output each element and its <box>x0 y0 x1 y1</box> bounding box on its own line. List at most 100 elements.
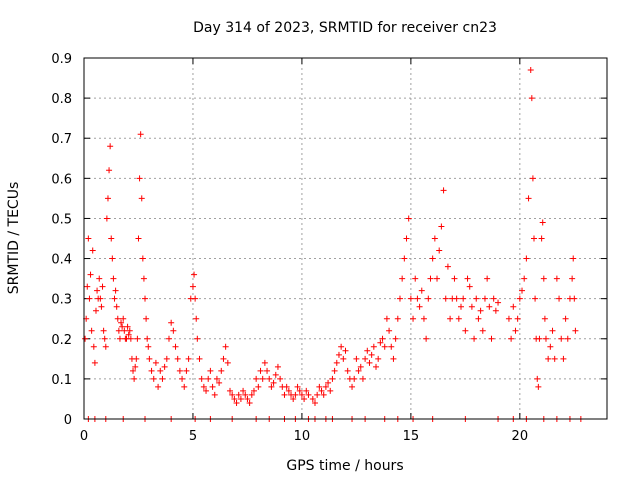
data-point <box>298 391 305 398</box>
data-point <box>523 255 530 262</box>
data-point <box>316 383 323 390</box>
data-point <box>198 375 205 382</box>
data-point <box>259 375 266 382</box>
data-point <box>331 367 338 374</box>
data-point <box>390 355 397 362</box>
data-point <box>519 287 526 294</box>
data-point <box>423 335 430 342</box>
data-point <box>490 295 497 302</box>
data-point <box>244 395 251 402</box>
data-point <box>309 395 316 402</box>
data-point <box>325 379 332 386</box>
data-point <box>344 367 351 374</box>
data-point <box>471 335 478 342</box>
data-point <box>477 307 484 314</box>
data-point <box>200 383 207 390</box>
data-point <box>130 367 137 374</box>
data-point <box>253 375 260 382</box>
data-point <box>338 343 345 350</box>
data-point <box>172 343 179 350</box>
data-point <box>165 335 172 342</box>
y-tick-label: 0.1 <box>51 373 72 388</box>
data-point <box>127 335 134 342</box>
grid <box>84 58 607 419</box>
y-tick-label: 0.6 <box>51 172 72 187</box>
data-point <box>366 359 373 366</box>
data-point <box>113 303 120 310</box>
data-point <box>457 303 464 310</box>
data-point <box>97 295 104 302</box>
data-point <box>145 343 152 350</box>
data-point <box>558 335 565 342</box>
data-point <box>318 387 325 394</box>
data-point <box>131 375 138 382</box>
data-point <box>525 195 532 202</box>
data-point <box>551 355 558 362</box>
x-tick-label: 10 <box>294 429 311 444</box>
data-point <box>119 323 126 330</box>
data-point <box>479 327 486 334</box>
data-point <box>94 287 101 294</box>
data-point <box>425 295 432 302</box>
data-point <box>392 335 399 342</box>
data-point <box>529 175 536 182</box>
data-point <box>410 315 417 322</box>
data-point <box>447 315 454 322</box>
y-tick-label: 0.7 <box>51 132 72 147</box>
data-point <box>414 295 421 302</box>
data-point <box>388 343 395 350</box>
data-point <box>134 335 141 342</box>
data-point <box>98 303 105 310</box>
data-point <box>144 335 151 342</box>
data-point <box>516 295 523 302</box>
data-point <box>205 375 212 382</box>
data-point <box>126 327 133 334</box>
data-point <box>462 327 469 334</box>
data-point <box>545 355 552 362</box>
data-point <box>207 367 214 374</box>
data-point <box>118 319 125 326</box>
data-point <box>270 379 277 386</box>
data-point <box>349 383 356 390</box>
data-point <box>335 351 342 358</box>
data-point <box>370 343 377 350</box>
data-point <box>211 391 218 398</box>
data-point <box>333 359 340 366</box>
data-point <box>475 315 482 322</box>
data-point <box>468 303 475 310</box>
data-point <box>281 391 288 398</box>
data-point <box>320 391 327 398</box>
data-point <box>88 327 95 334</box>
data-point <box>540 275 547 282</box>
data-point <box>429 255 436 262</box>
data-point <box>353 355 360 362</box>
data-point <box>377 339 384 346</box>
data-point <box>246 399 253 406</box>
data-point <box>139 255 146 262</box>
data-point <box>222 343 229 350</box>
data-point <box>170 327 177 334</box>
data-point <box>538 235 545 242</box>
data-point <box>534 375 541 382</box>
data-point <box>438 223 445 230</box>
data-point <box>351 375 358 382</box>
data-point <box>488 335 495 342</box>
data-point <box>112 287 119 294</box>
data-point <box>266 375 273 382</box>
data-point <box>386 327 393 334</box>
x-tick-label: 0 <box>80 429 88 444</box>
y-axis-label: SRMTID / TECUs <box>6 182 22 295</box>
data-point <box>143 315 150 322</box>
data-point <box>536 335 543 342</box>
data-point <box>168 319 175 326</box>
y-tick-label: 0.8 <box>51 92 72 107</box>
data-point <box>84 283 91 290</box>
data-point <box>427 275 434 282</box>
data-point <box>102 343 109 350</box>
data-point <box>261 359 268 366</box>
data-point <box>553 275 560 282</box>
y-tick-label: 0.3 <box>51 293 72 308</box>
data-point <box>512 327 519 334</box>
data-point <box>90 343 97 350</box>
y-tick-label: 0.5 <box>51 212 72 227</box>
